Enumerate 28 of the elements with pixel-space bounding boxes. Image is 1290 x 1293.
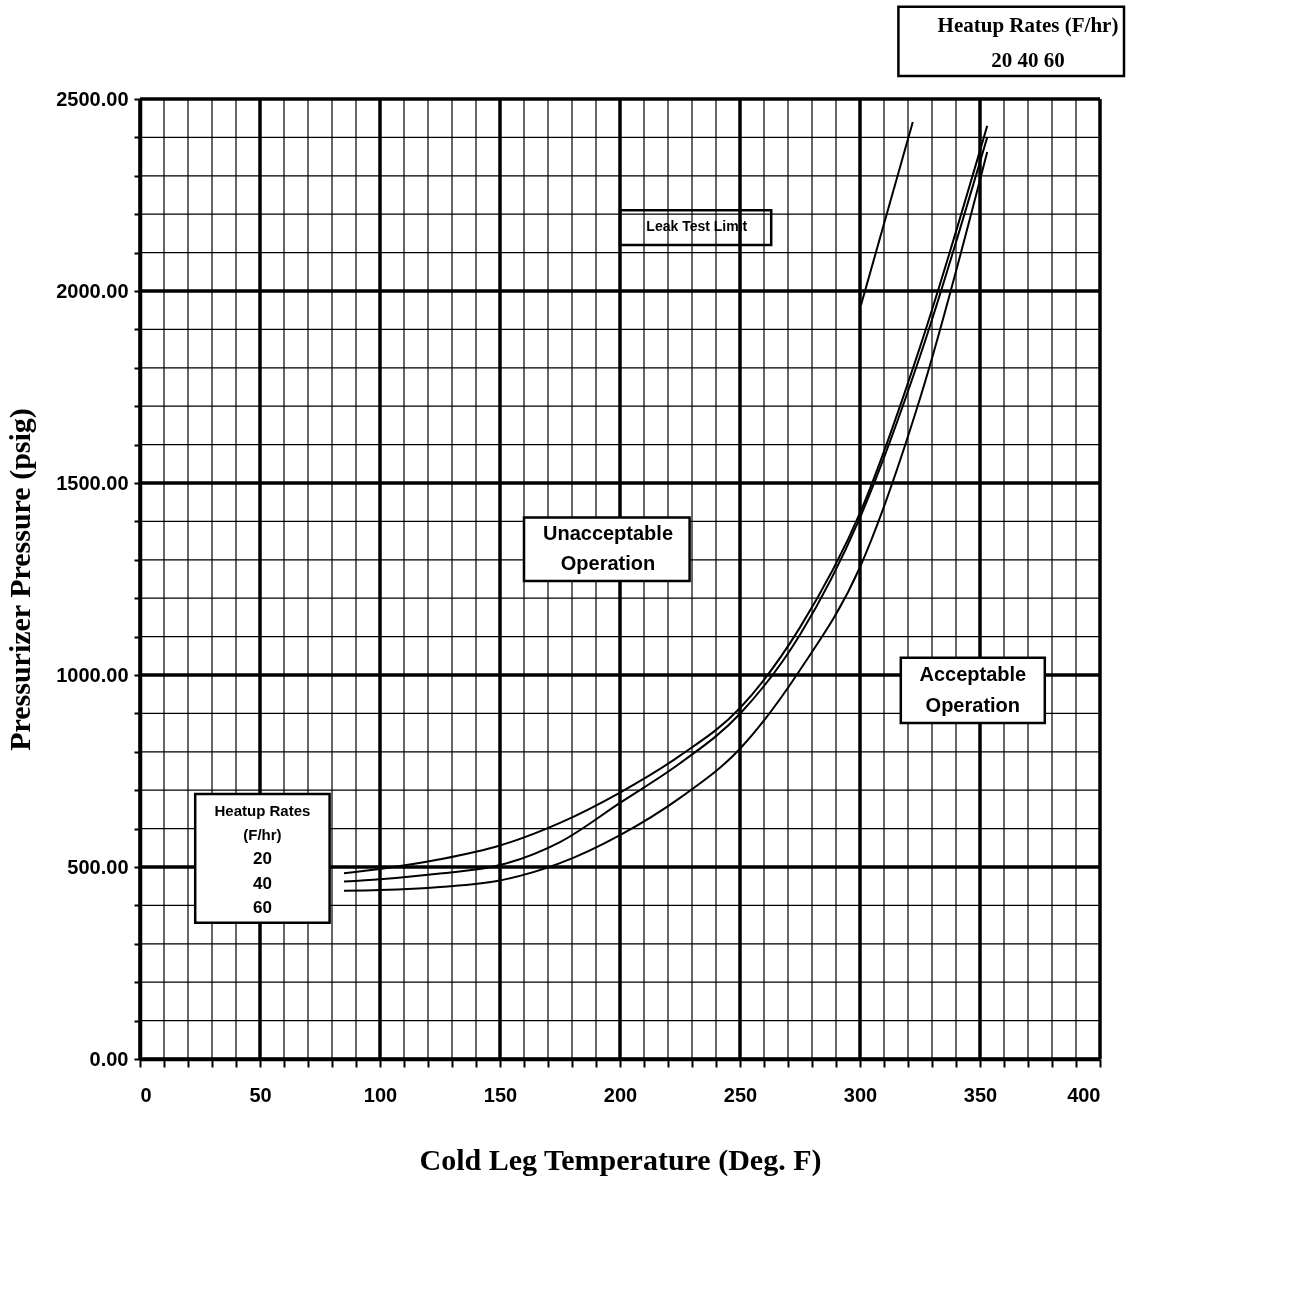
x-tick-label: 350 xyxy=(963,1083,998,1106)
y-tick-label: 1500.00 xyxy=(56,471,129,494)
x-tick-label: 50 xyxy=(249,1083,272,1106)
x-axis-title: Cold Leg Temperature (Deg. F) xyxy=(419,1142,822,1177)
text: Heatup Rates (F/hr) xyxy=(937,13,1119,38)
x-tick-label: 0 xyxy=(140,1083,152,1106)
y-tick-label: 2500.00 xyxy=(56,87,129,110)
y-tick-label: 500.00 xyxy=(67,855,129,878)
annotation: 60 xyxy=(252,898,272,918)
x-tick-label: 400 xyxy=(1067,1083,1101,1106)
y-tick-label: 0.00 xyxy=(89,1047,129,1070)
annotation: (F/hr) xyxy=(243,826,282,844)
annotation: 40 xyxy=(252,873,272,893)
annotation: 20 xyxy=(252,849,272,869)
annotation: Operation xyxy=(925,693,1021,716)
x-tick-label: 250 xyxy=(723,1083,758,1106)
annotation: Acceptable xyxy=(919,663,1027,685)
annotation: Unacceptable xyxy=(542,521,674,544)
x-tick-label: 200 xyxy=(603,1083,638,1106)
text: 20 40 60 xyxy=(991,47,1065,72)
annotation: Operation xyxy=(560,551,656,574)
y-tick-label: 1000.00 xyxy=(56,663,129,686)
y-axis-title: Pressurizer Pressure (psig) xyxy=(3,408,38,751)
y-tick-label: 2000.00 xyxy=(56,279,129,302)
x-tick-label: 150 xyxy=(483,1083,518,1106)
x-tick-label: 300 xyxy=(843,1083,878,1106)
x-tick-label: 100 xyxy=(363,1083,398,1106)
annotation: Heatup Rates xyxy=(214,801,311,819)
